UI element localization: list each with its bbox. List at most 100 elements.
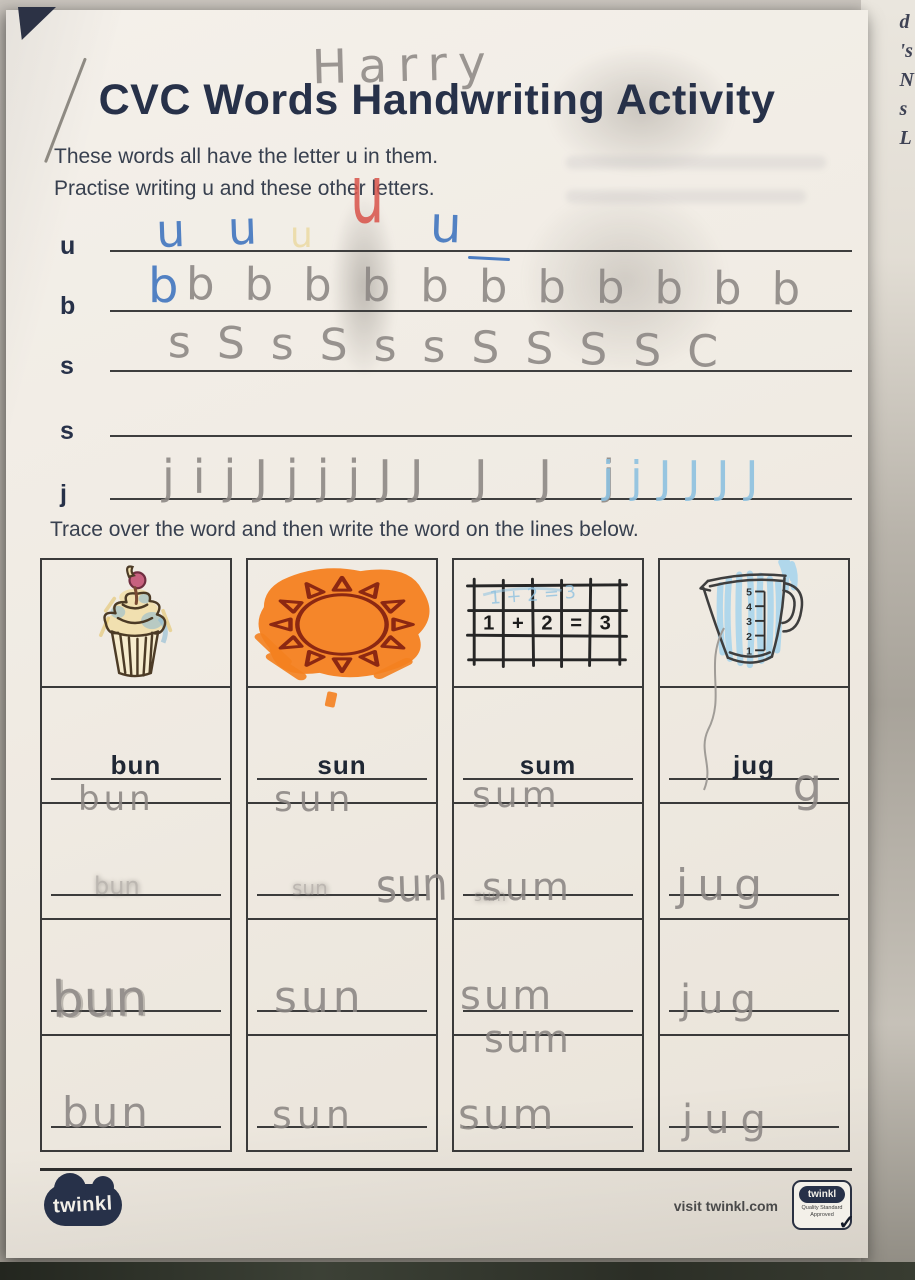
handwriting-attempt: bun (51, 969, 148, 1029)
badge-text: Quality Standard Approved (794, 1205, 850, 1219)
handwriting-attempt: bun (94, 872, 140, 900)
handwriting-u-yellow: u (290, 215, 313, 256)
number-grid-image: 1+2=3 1 + 2 = 3 (466, 577, 628, 669)
handwriting-attempt: sum (482, 865, 572, 909)
handwriting-attempt: sun (272, 1093, 355, 1137)
background-desk-strip: d 's N s L (861, 0, 915, 1280)
writing-line (110, 435, 852, 437)
handwriting-attempt-extra: sum (484, 1017, 571, 1061)
equation-char: = (570, 613, 582, 635)
stray-pencil-squiggle (703, 627, 725, 791)
handwriting-u: u (428, 195, 463, 255)
handwriting-b-blue: b (148, 258, 179, 314)
jug-scale-number: 1 (746, 646, 752, 658)
cupcake-image-cell (42, 560, 230, 688)
writing-line (257, 778, 427, 780)
background-letter: N (899, 69, 914, 91)
background-letter: d (899, 11, 910, 33)
jug-scale-number: 5 (746, 587, 752, 599)
writing-line (110, 370, 852, 372)
badge-line-2: Approved (810, 1211, 834, 1218)
background-letter: 's (899, 40, 913, 62)
orange-marker-dot (324, 691, 338, 708)
handwriting-attempt: bun (62, 1088, 151, 1137)
equation-char: 2 (541, 613, 552, 635)
measuring-jug-image-cell: 5 4 3 2 1 (660, 560, 848, 688)
equation-char: 1 (483, 613, 494, 635)
word-label: jug (733, 750, 775, 780)
word-label: bun (110, 750, 162, 780)
handwriting-attempt: jug (676, 860, 772, 911)
write-row: bun (42, 920, 230, 1036)
handwriting-j-blue: jjJJJJ (602, 452, 775, 503)
trace-instruction: Trace over the word and then write the w… (50, 518, 639, 541)
word-column-jug: 5 4 3 2 1 jug g jug (658, 558, 850, 1152)
badge-line-1: Quality Standard (801, 1205, 843, 1211)
letter-label: u (60, 232, 76, 260)
checkmark-icon: ✓ (838, 1212, 855, 1234)
write-row: sum sum (454, 804, 642, 920)
measuring-jug-image: 5 4 3 2 1 (699, 560, 804, 669)
writing-line (669, 894, 839, 896)
background-letter: L (899, 127, 912, 149)
trace-row: sun sun (248, 688, 436, 818)
handwriting-attempt: sun (274, 972, 365, 1023)
write-row: bun (42, 804, 230, 920)
background-sheet-handwriting: d 's N s L (900, 12, 914, 148)
jug-scale-number: 4 (746, 601, 752, 613)
jug-scale-number: 2 (746, 631, 752, 643)
trace-row: jug g (660, 627, 848, 808)
handwriting-attempt: sum (472, 775, 561, 816)
word-column-bun: bun bun bun bun bun (40, 558, 232, 1152)
jug-scale-number: 3 (746, 616, 752, 628)
handwriting-u-red: u (350, 147, 385, 242)
handwriting-attempt: sun (274, 779, 357, 820)
writing-line (463, 778, 633, 780)
ink-bleed-through (566, 190, 806, 203)
letter-label: b (60, 292, 76, 320)
writing-line (257, 894, 427, 896)
handwriting-j-row: jijJjjjJJ J J j (162, 450, 634, 504)
writing-line (110, 250, 852, 252)
writing-line (463, 1010, 633, 1012)
instruction-line-1: These words all have the letter u in the… (54, 145, 439, 168)
write-row: sun sun (248, 804, 449, 920)
instruction-line-2: Practise writing u and these other lette… (54, 177, 435, 200)
write-row: bun (42, 1036, 230, 1150)
write-row: sum sum (454, 920, 642, 1058)
handwriting-attempt-extra: sum (474, 887, 506, 905)
worksheet-page: Harry CVC Words Handwriting Activity The… (6, 7, 868, 1258)
visit-twinkl-text: visit twinkl.com (673, 1198, 778, 1214)
twinkl-logo-text: twinkl (52, 1191, 114, 1218)
writing-line (110, 498, 852, 500)
word-column-sum: 1+2=3 1 + 2 = 3 sum sum sum sum (452, 558, 644, 1152)
handwriting-attempt: jug (682, 1097, 777, 1143)
ink-bleed-through (566, 156, 826, 169)
twinkl-quality-badge: twinkl Quality Standard Approved ✓ (792, 1180, 855, 1234)
write-row: sum (454, 1036, 642, 1150)
equation-char: + (512, 613, 524, 635)
write-row: sun (248, 1036, 436, 1150)
writing-line (51, 894, 221, 896)
sun-image (254, 568, 430, 681)
background-letter: s (899, 98, 908, 120)
word-label: sum (519, 750, 577, 780)
handwriting-letter-g: g (792, 758, 822, 812)
handwriting-u: u u (155, 200, 272, 258)
cupcake-image (99, 565, 173, 678)
desk-edge (0, 1262, 915, 1280)
handwriting-b-row: bbbbbbbbbbb (185, 257, 831, 316)
twinkl-logo: twinkl (44, 1173, 122, 1226)
handwriting-attempt: sun (375, 858, 449, 914)
writing-line (51, 778, 221, 780)
sun-image-cell (248, 560, 436, 688)
handwriting-attempt: jug (680, 977, 763, 1023)
write-row: sun (248, 920, 436, 1036)
writing-line (463, 894, 633, 896)
writing-line (51, 1126, 221, 1128)
word-column-sun: sun sun sun sun sun sun (246, 558, 449, 1152)
equation-char: 3 (600, 613, 611, 635)
writing-line (257, 1010, 427, 1012)
letter-label: j (60, 480, 67, 508)
